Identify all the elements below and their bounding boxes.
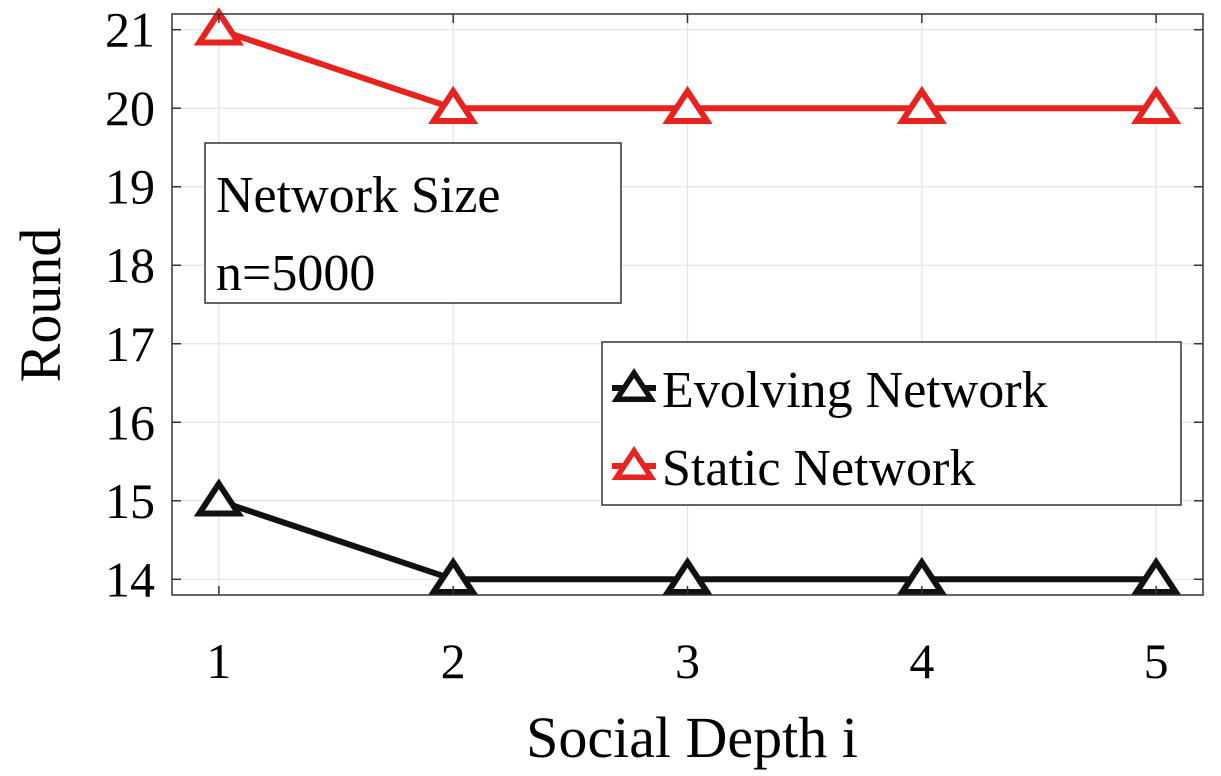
x-tick-label: 3: [675, 633, 700, 689]
legend: Evolving Network Static Network: [601, 341, 1182, 506]
x-tick-label: 4: [909, 633, 934, 689]
x-tick-label: 2: [441, 633, 466, 689]
y-tick-label: 18: [105, 237, 155, 293]
legend-marker-static: [611, 445, 657, 480]
data-point-static: [428, 85, 479, 124]
legend-label-evolving: Evolving Network: [662, 362, 1048, 419]
y-tick-label: 19: [105, 159, 155, 215]
annotation-line-2: n=5000: [216, 245, 375, 302]
data-point-static: [193, 7, 244, 46]
tick-labels: 1 2 3 4 5 14 15 16 17 18 19 20 21: [105, 2, 1203, 689]
y-tick-label: 15: [105, 473, 155, 529]
x-tick-label: 5: [1144, 633, 1169, 689]
data-point-static: [662, 85, 713, 124]
legend-label-static: Static Network: [662, 440, 975, 497]
y-tick-label: 21: [105, 2, 155, 58]
legend-triangle-static: [611, 445, 657, 480]
data-point-evolving: [193, 478, 244, 517]
y-tick-label: 20: [105, 80, 155, 136]
data-point-static: [896, 85, 947, 124]
y-tick-label: 17: [105, 316, 155, 372]
data-point-static: [1131, 85, 1182, 124]
annotation-line-1: Network Size: [216, 167, 500, 224]
y-axis-label: Round: [8, 228, 73, 383]
legend-marker-evolving: [611, 367, 657, 402]
legend-triangle-evolving: [611, 367, 657, 402]
y-tick-label: 14: [105, 551, 155, 607]
y-tick-label: 16: [105, 394, 155, 450]
x-tick-label: 1: [206, 633, 231, 689]
annotation-box: Network Size n=5000: [204, 142, 622, 304]
x-axis-label: Social Depth i: [526, 705, 858, 770]
